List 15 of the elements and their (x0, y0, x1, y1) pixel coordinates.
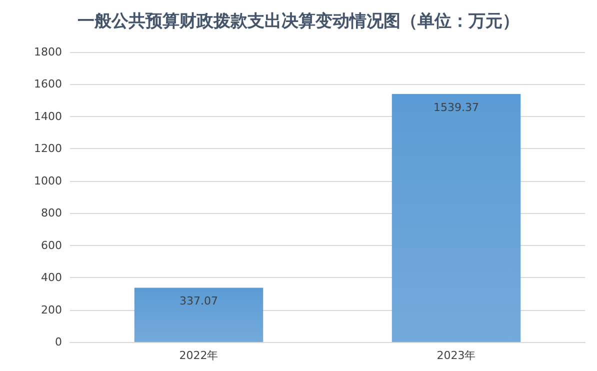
chart-title: 一般公共预算财政拨款支出决算变动情况图（单位：万元） (78, 12, 520, 32)
y-tick-label: 1000 (34, 174, 62, 188)
x-tick-label: 2023年 (436, 349, 476, 362)
y-tick-label: 1800 (34, 46, 62, 58)
data-label: 1539.37 (434, 100, 479, 114)
y-tick-label: 200 (41, 303, 62, 316)
y-tick-label: 1600 (34, 78, 62, 91)
y-tick-label: 1200 (34, 142, 62, 156)
y-tick-label: 800 (41, 206, 62, 220)
y-tick-label: 1400 (34, 110, 62, 123)
y-tick-label: 600 (41, 238, 62, 252)
data-label: 337.07 (180, 294, 218, 308)
y-tick-label: 0 (55, 336, 62, 348)
x-tick-label: 2022年 (179, 349, 218, 362)
y-tick-label: 400 (41, 271, 62, 284)
